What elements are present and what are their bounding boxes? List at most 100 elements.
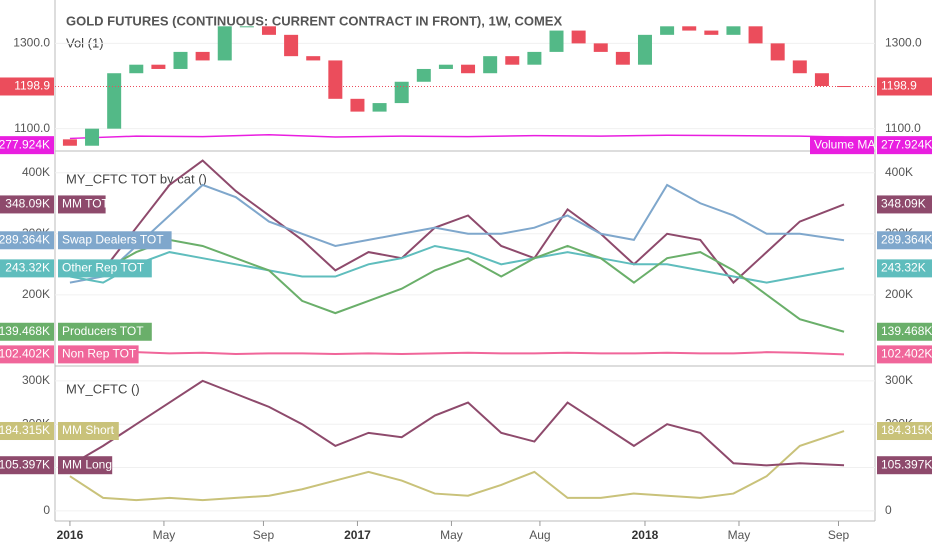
value-tag-right-bg bbox=[877, 259, 932, 278]
candle bbox=[593, 43, 608, 52]
price-tag-right-bg bbox=[877, 77, 932, 96]
candle bbox=[217, 26, 232, 61]
series-line bbox=[69, 183, 845, 284]
candle bbox=[770, 43, 785, 61]
x-tick-label: 2016 bbox=[57, 528, 84, 542]
value-tag-left-bg bbox=[0, 231, 54, 250]
series-line bbox=[69, 159, 845, 285]
volume-tag-left-bg bbox=[0, 136, 54, 155]
y-tick-label-left: 1100.0 bbox=[14, 121, 50, 135]
candle bbox=[527, 51, 542, 65]
candle bbox=[372, 103, 387, 112]
value-tag-left-bg bbox=[0, 345, 54, 364]
y-tick-label-left: 1300.0 bbox=[13, 36, 50, 50]
candle bbox=[239, 26, 254, 28]
value-tag-right-bg bbox=[877, 422, 932, 441]
x-tick-label: Aug bbox=[529, 528, 550, 542]
y-tick-label-left: 0 bbox=[43, 503, 50, 517]
volume-ma-line bbox=[69, 133, 845, 140]
value-tag-left: 348.09K bbox=[5, 197, 50, 211]
value-tag-left: 105.397K bbox=[0, 457, 50, 471]
legend-tag-bg bbox=[58, 231, 172, 250]
value-tag-right: 105.397K bbox=[881, 457, 932, 471]
legend-tag-bg bbox=[58, 195, 106, 214]
legend-tag: MM Short bbox=[62, 423, 115, 437]
value-tag-left-bg bbox=[0, 195, 54, 214]
x-tick-label: May bbox=[728, 528, 751, 542]
series-line bbox=[69, 379, 845, 467]
legend-tag: MM Long bbox=[62, 457, 112, 471]
x-tick-label: Sep bbox=[828, 528, 850, 542]
y-tick-label: 1300.0 bbox=[885, 36, 922, 50]
y-tick-label-left: 200K bbox=[22, 287, 50, 301]
candle bbox=[284, 34, 299, 57]
volume-tag-right-bg bbox=[877, 136, 932, 155]
legend-tag: MM TOT bbox=[62, 197, 110, 211]
series-line bbox=[69, 238, 845, 333]
candle bbox=[62, 139, 77, 146]
y-tick-label: 0 bbox=[885, 503, 892, 517]
value-tag-right: 184.315K bbox=[881, 423, 932, 437]
y-tick-label: 400K bbox=[885, 165, 913, 179]
legend-tag-bg bbox=[58, 422, 119, 441]
price-tag-right: 1198.9 bbox=[881, 79, 917, 93]
x-tick-label: 2017 bbox=[344, 528, 371, 542]
value-tag-left: 139.468K bbox=[0, 324, 50, 338]
series-line bbox=[69, 351, 845, 356]
value-tag-right-bg bbox=[877, 456, 932, 475]
value-tag-right: 348.09K bbox=[881, 197, 926, 211]
candle bbox=[792, 60, 807, 74]
value-tag-right: 243.32K bbox=[881, 261, 926, 275]
candle bbox=[682, 26, 697, 31]
y-tick-label: 200K bbox=[885, 287, 913, 301]
pane-title: MY_CFTC () bbox=[66, 381, 140, 396]
candle bbox=[438, 64, 453, 69]
candle bbox=[107, 73, 122, 129]
legend-tag-bg bbox=[58, 259, 152, 278]
candle bbox=[726, 26, 741, 35]
value-tag-left: 184.315K bbox=[0, 423, 50, 437]
x-tick-label: May bbox=[440, 528, 463, 542]
candle bbox=[328, 60, 343, 99]
value-tag-right: 102.402K bbox=[881, 347, 932, 361]
candle bbox=[549, 30, 564, 52]
price-tag-left: 1198.9 bbox=[14, 79, 50, 93]
candle bbox=[173, 51, 188, 69]
candle bbox=[505, 56, 520, 65]
x-tick-label: Sep bbox=[253, 528, 275, 542]
legend-tag: Swap Dealers TOT bbox=[62, 232, 164, 246]
volume-tag-left: 277.924K bbox=[0, 137, 50, 151]
y-tick-label: 1100.0 bbox=[885, 121, 921, 135]
candle bbox=[306, 56, 321, 61]
value-tag-right-bg bbox=[877, 345, 932, 364]
legend-tag: Producers TOT bbox=[62, 324, 144, 338]
chart-title: GOLD FUTURES (CONTINUOUS: CURRENT CONTRA… bbox=[66, 13, 562, 28]
candle bbox=[814, 73, 829, 87]
candle bbox=[261, 26, 276, 35]
candle bbox=[195, 51, 210, 61]
candle bbox=[571, 30, 586, 44]
value-tag-left-bg bbox=[0, 456, 54, 475]
candle bbox=[615, 51, 630, 65]
candle bbox=[461, 64, 476, 74]
y-tick-label: 300K bbox=[885, 373, 913, 387]
value-tag-right-bg bbox=[877, 322, 932, 341]
value-tag-right: 139.468K bbox=[881, 324, 932, 338]
value-tag-left: 102.402K bbox=[0, 347, 50, 361]
candle bbox=[85, 128, 100, 146]
legend-tag: Non Rep TOT bbox=[62, 347, 137, 361]
value-tag-right-bg bbox=[877, 231, 932, 250]
candle bbox=[350, 98, 365, 112]
legend-tag-bg bbox=[58, 456, 113, 475]
volume-tag-right: 277.924K bbox=[881, 137, 932, 151]
value-tag-right-bg bbox=[877, 195, 932, 214]
candle bbox=[129, 64, 144, 74]
series-line bbox=[69, 430, 845, 502]
price-tag-left-bg bbox=[0, 77, 54, 96]
candle bbox=[748, 26, 763, 44]
value-tag-left: 289.364K bbox=[0, 232, 50, 246]
candle bbox=[660, 26, 675, 35]
legend-tag-bg bbox=[58, 345, 139, 364]
